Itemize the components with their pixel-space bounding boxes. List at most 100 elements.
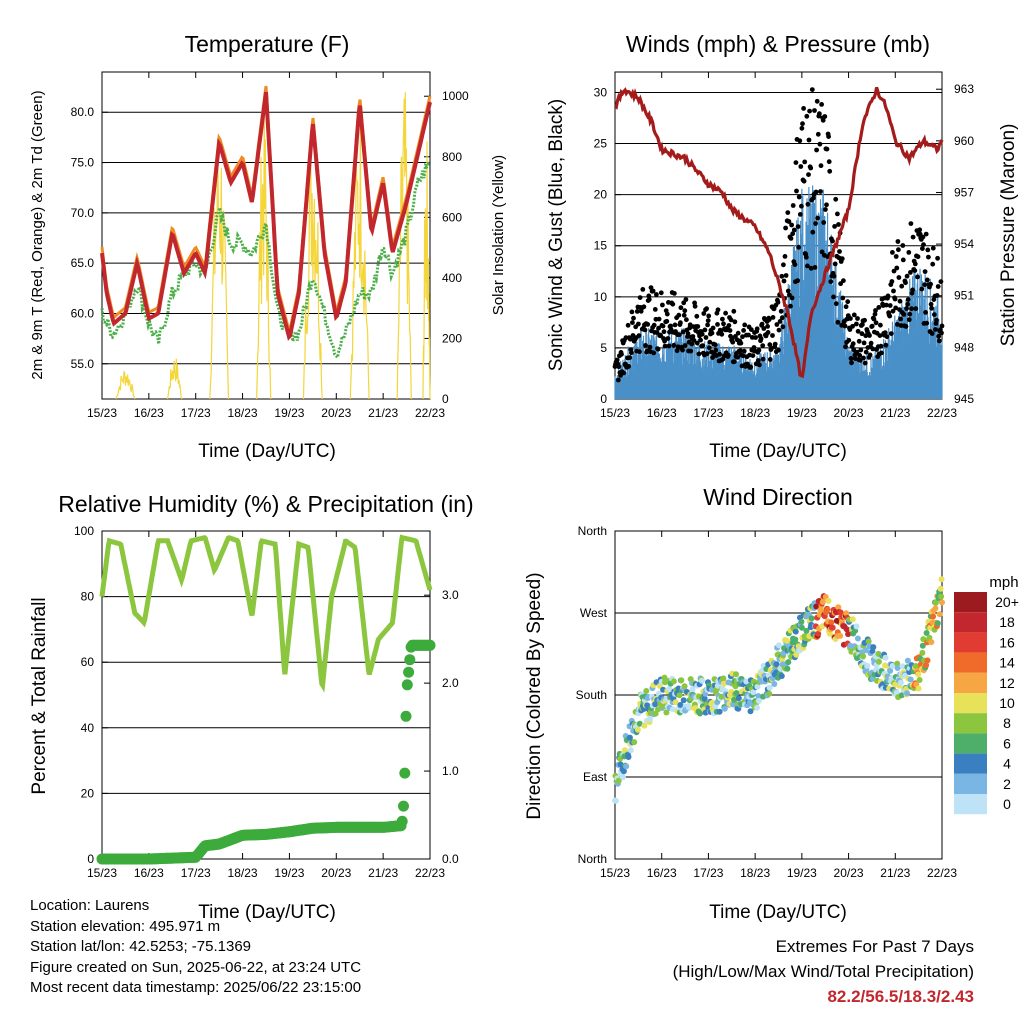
wind-gust-point bbox=[780, 324, 786, 330]
direction-point bbox=[721, 705, 728, 712]
wind-gust-point bbox=[627, 355, 633, 360]
wind-gust-point bbox=[767, 357, 773, 362]
temperature-y2-tick-label: 0 bbox=[442, 392, 449, 406]
temperature-x-tick-label: 22/23 bbox=[415, 406, 445, 420]
wind-gust-point bbox=[795, 224, 801, 230]
winds-x-tick-label: 15/23 bbox=[600, 406, 630, 420]
wind-gust-point bbox=[785, 288, 791, 294]
temperature-x-tick-label: 18/23 bbox=[228, 406, 258, 420]
wind-gust-point bbox=[636, 333, 642, 338]
wind-gust-point bbox=[783, 273, 789, 278]
direction-point bbox=[626, 734, 633, 741]
wind-gust-point bbox=[830, 238, 835, 244]
direction-point bbox=[619, 774, 626, 781]
wind-gust-point bbox=[808, 265, 814, 271]
wind-gust-point bbox=[740, 334, 745, 340]
direction-point bbox=[829, 624, 836, 631]
direction-point bbox=[923, 630, 930, 636]
wind-gust-point bbox=[699, 331, 705, 337]
direction-point bbox=[783, 637, 790, 644]
wind-gust-point bbox=[728, 317, 734, 323]
wind-gust-point bbox=[859, 331, 865, 337]
legend-label: 14 bbox=[999, 655, 1015, 671]
legend-label: 6 bbox=[1003, 735, 1011, 751]
wind-gust-point bbox=[805, 201, 811, 207]
humidity-y-tick-label: 100 bbox=[74, 524, 94, 538]
wind-gust-point bbox=[920, 234, 926, 240]
direction-point bbox=[663, 709, 670, 716]
direction-point bbox=[669, 706, 676, 713]
precipitation-point bbox=[400, 710, 412, 722]
wind-gust-point bbox=[631, 315, 636, 321]
direction-x-tick-label: 22/23 bbox=[927, 866, 957, 880]
direction-point bbox=[824, 606, 831, 613]
winds-y-tick-label: 25 bbox=[594, 137, 608, 151]
wind-gust-point bbox=[884, 334, 890, 340]
wind-gust-point bbox=[925, 247, 931, 253]
temperature-title: Temperature (F) bbox=[185, 31, 350, 57]
temperature-x-tick-label: 15/23 bbox=[87, 406, 117, 420]
legend-label: 20+ bbox=[995, 594, 1019, 610]
wind-gust-point bbox=[781, 278, 787, 284]
wind-gust-point bbox=[938, 279, 944, 284]
winds-x-tick-label: 17/23 bbox=[693, 406, 723, 420]
wind-gust-point bbox=[939, 330, 944, 336]
direction-title: Wind Direction bbox=[703, 484, 853, 510]
wind-gust-point bbox=[765, 330, 771, 335]
direction-point bbox=[776, 642, 782, 649]
winds-y2-tick-label: 951 bbox=[954, 289, 974, 303]
direction-x-tick-label: 15/23 bbox=[600, 866, 630, 880]
wind-gust-point bbox=[860, 322, 865, 327]
legend-swatch bbox=[954, 672, 987, 693]
direction-point bbox=[803, 627, 810, 634]
direction-point bbox=[680, 697, 687, 704]
wind-gust-point bbox=[623, 335, 629, 341]
wind-gust-point bbox=[929, 331, 935, 336]
wind-gust-point bbox=[840, 295, 846, 301]
wind-gust-point bbox=[783, 225, 788, 231]
wind-gust-point bbox=[905, 301, 911, 307]
direction-point bbox=[854, 635, 861, 642]
wind-gust-point bbox=[695, 324, 701, 329]
wind-gust-point bbox=[651, 322, 657, 328]
wind-gust-point bbox=[789, 295, 795, 301]
humidity-y2-tick-label: 2.0 bbox=[442, 676, 459, 690]
wind-gust-point bbox=[904, 273, 910, 279]
direction-point bbox=[698, 677, 705, 684]
winds-y-tick-label: 15 bbox=[594, 239, 608, 253]
wind-gust-point bbox=[835, 211, 840, 217]
direction-ylabel-left: Direction (Colored By Speed) bbox=[524, 572, 545, 819]
direction-xlabel: Time (Day/UTC) bbox=[709, 902, 847, 923]
wind-gust-point bbox=[883, 342, 889, 348]
direction-x-tick-label: 19/23 bbox=[787, 866, 817, 880]
direction-point bbox=[636, 720, 643, 727]
wind-gust-point bbox=[939, 323, 945, 329]
wind-gust-point bbox=[741, 328, 746, 333]
direction-point bbox=[853, 623, 860, 630]
wind-gust-point bbox=[912, 268, 918, 273]
precipitation-point bbox=[401, 679, 413, 691]
wind-gust-point bbox=[922, 282, 927, 288]
wind-gust-point bbox=[790, 203, 796, 208]
direction-point bbox=[845, 631, 852, 638]
wind-gust-point bbox=[735, 354, 740, 360]
wind-gust-point bbox=[788, 303, 793, 309]
wind-gust-point bbox=[900, 243, 906, 248]
direction-point bbox=[714, 682, 721, 689]
direction-point bbox=[928, 639, 935, 646]
dewpoint-line bbox=[100, 161, 431, 361]
wind-gust-point bbox=[872, 311, 878, 317]
direction-point bbox=[615, 777, 622, 784]
wind-gust-point bbox=[879, 350, 884, 356]
wind-gust-point bbox=[845, 299, 851, 305]
precipitation-point bbox=[403, 666, 415, 678]
wind-gust-point bbox=[817, 111, 822, 117]
wind-gust-point bbox=[757, 362, 762, 368]
legend-swatch bbox=[954, 753, 987, 774]
wind-gust-point bbox=[799, 203, 804, 209]
pressure-line bbox=[613, 86, 944, 379]
winds-title: Winds (mph) & Pressure (mb) bbox=[626, 31, 930, 57]
wind-gust-point bbox=[774, 322, 780, 327]
wind-gust-point bbox=[671, 342, 677, 348]
direction-point bbox=[893, 689, 900, 696]
